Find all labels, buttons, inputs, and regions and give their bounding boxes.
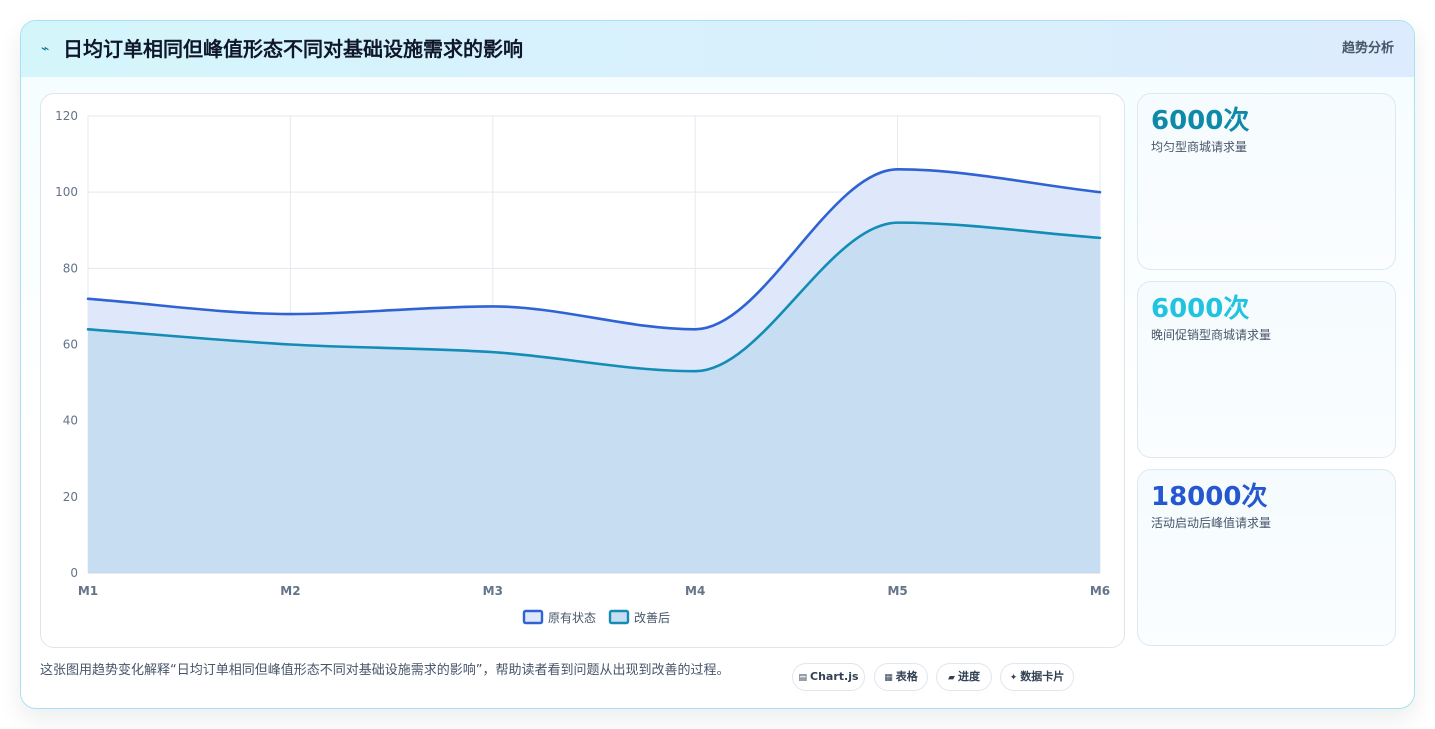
x-tick-label: M3 bbox=[483, 584, 503, 598]
x-tick-label: M6 bbox=[1090, 584, 1110, 598]
legend-label-1[interactable]: 原有状态 bbox=[548, 611, 596, 625]
trend-icon: ⌁ bbox=[41, 41, 50, 57]
series-line-1 bbox=[86, 168, 1102, 331]
stat-card-uniform: 6000次 均匀型商城请求量 bbox=[1137, 93, 1396, 270]
stat-card-peak: 18000次 活动启动后峰值请求量 bbox=[1137, 469, 1396, 646]
pill-progress[interactable]: ▰ 进度 bbox=[936, 663, 992, 691]
stat-label: 均匀型商城请求量 bbox=[1151, 140, 1248, 154]
y-tick-label: 120 bbox=[55, 109, 78, 123]
pill-chartjs[interactable]: ▤ Chart.js bbox=[792, 663, 865, 691]
x-tick-label: M4 bbox=[685, 584, 705, 598]
card-header: ⌁ 日均订单相同但峰值形态不同对基础设施需求的影响 趋势分析 bbox=[21, 21, 1414, 77]
stat-label: 活动启动后峰值请求量 bbox=[1151, 516, 1272, 530]
stat-value: 18000次 bbox=[1151, 482, 1268, 512]
dashboard-card: ⌁ 日均订单相同但峰值形态不同对基础设施需求的影响 趋势分析 0 20 40 60 80… bbox=[20, 20, 1415, 709]
chart-caption: 这张图用趋势变化解释“日均订单相同但峰值形态不同对基础设施需求的影响”，帮助读者… bbox=[40, 663, 730, 678]
series-area-2 bbox=[88, 222, 1100, 573]
pill-table[interactable]: ▦ 表格 bbox=[874, 663, 928, 691]
legend-swatch-2[interactable] bbox=[608, 609, 630, 625]
legend-swatch-1[interactable] bbox=[522, 609, 544, 625]
x-tick-label: M2 bbox=[280, 584, 300, 598]
sparkle-icon: ✦ bbox=[1009, 673, 1018, 683]
y-tick-label: 60 bbox=[63, 338, 78, 352]
pill-data-cards[interactable]: ✦ 数据卡片 bbox=[1000, 663, 1074, 691]
y-tick-label: 40 bbox=[63, 414, 78, 428]
stat-label: 晚间促销型商城请求量 bbox=[1151, 328, 1272, 342]
page-title: 日均订单相同但峰值形态不同对基础设施需求的影响 bbox=[63, 37, 523, 61]
chart-panel: 0 20 40 60 80 100 120 M1 M2 M3 M4 M5 M6 原有状态 改善后 bbox=[40, 93, 1125, 648]
series-line-2 bbox=[86, 221, 1102, 373]
y-tick-label: 0 bbox=[70, 566, 78, 580]
y-tick-label: 80 bbox=[63, 261, 78, 275]
stat-value: 6000次 bbox=[1151, 294, 1250, 324]
pill-label: 表格 bbox=[895, 670, 918, 683]
stat-card-evening-promo: 6000次 晚间促销型商城请求量 bbox=[1137, 281, 1396, 458]
x-tick-label: M1 bbox=[78, 584, 98, 598]
category-tag: 趋势分析 bbox=[1341, 41, 1394, 56]
x-tick-label: M5 bbox=[887, 584, 907, 598]
pill-label: Chart.js bbox=[810, 670, 859, 683]
table-icon: ▦ bbox=[884, 673, 893, 683]
pill-label: 数据卡片 bbox=[1020, 670, 1065, 683]
progress-icon: ▰ bbox=[948, 673, 955, 683]
y-tick-label: 100 bbox=[55, 185, 78, 199]
stat-value: 6000次 bbox=[1151, 106, 1250, 136]
chart-icon: ▤ bbox=[798, 673, 807, 683]
area-chart: 0 20 40 60 80 100 120 M1 M2 M3 M4 M5 M6 原有状态 改善后 bbox=[55, 109, 1110, 625]
legend-label-2[interactable]: 改善后 bbox=[634, 610, 670, 625]
y-tick-label: 20 bbox=[63, 490, 78, 504]
pill-label: 进度 bbox=[957, 670, 980, 683]
